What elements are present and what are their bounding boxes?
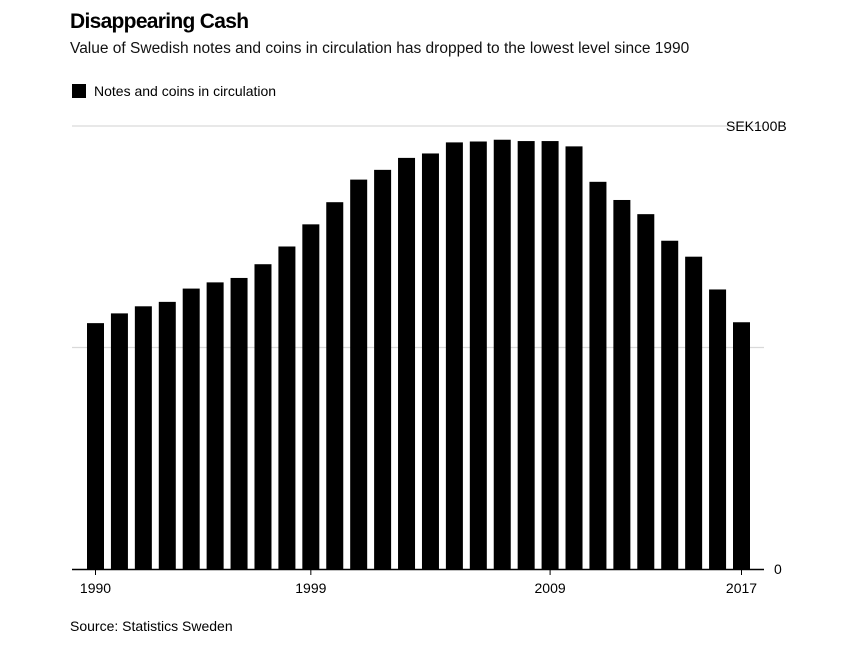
x-tick-label: 2017 <box>726 580 757 596</box>
bar <box>565 146 583 570</box>
bar <box>302 224 320 569</box>
x-tick-label: 2009 <box>535 580 566 596</box>
legend-label: Notes and coins in circulation <box>94 83 277 99</box>
x-tick-label: 1999 <box>295 580 326 596</box>
legend-swatch <box>72 84 86 98</box>
bar <box>517 141 535 569</box>
bar <box>637 214 655 570</box>
bar <box>110 313 128 569</box>
bar <box>493 139 511 569</box>
chart-subtitle: Value of Swedish notes and coins in circ… <box>70 40 690 57</box>
bar <box>421 153 439 569</box>
legend: Notes and coins in circulation <box>72 83 276 99</box>
bar <box>230 277 248 569</box>
bar <box>398 157 416 569</box>
source-note: Source: Statistics Sweden <box>70 618 233 634</box>
bar <box>134 306 152 569</box>
bar <box>661 240 679 569</box>
bar <box>326 202 344 570</box>
bar <box>613 199 631 569</box>
bar <box>350 179 368 569</box>
bar <box>709 289 727 569</box>
bar <box>685 256 703 569</box>
y-tick-label: SEK100B <box>726 118 787 134</box>
bar <box>469 141 487 569</box>
bar <box>374 169 392 569</box>
bar <box>733 322 750 569</box>
bar <box>87 323 104 569</box>
bar <box>206 282 224 569</box>
x-tick-label: 1990 <box>80 580 111 596</box>
bar <box>254 264 272 569</box>
bar <box>589 181 607 569</box>
y-tick-label: 0 <box>774 561 782 577</box>
chart-title: Disappearing Cash <box>70 10 249 33</box>
bar <box>182 288 200 569</box>
bar <box>445 142 463 570</box>
bar <box>278 246 296 569</box>
bar <box>541 141 559 569</box>
bar <box>158 301 176 569</box>
